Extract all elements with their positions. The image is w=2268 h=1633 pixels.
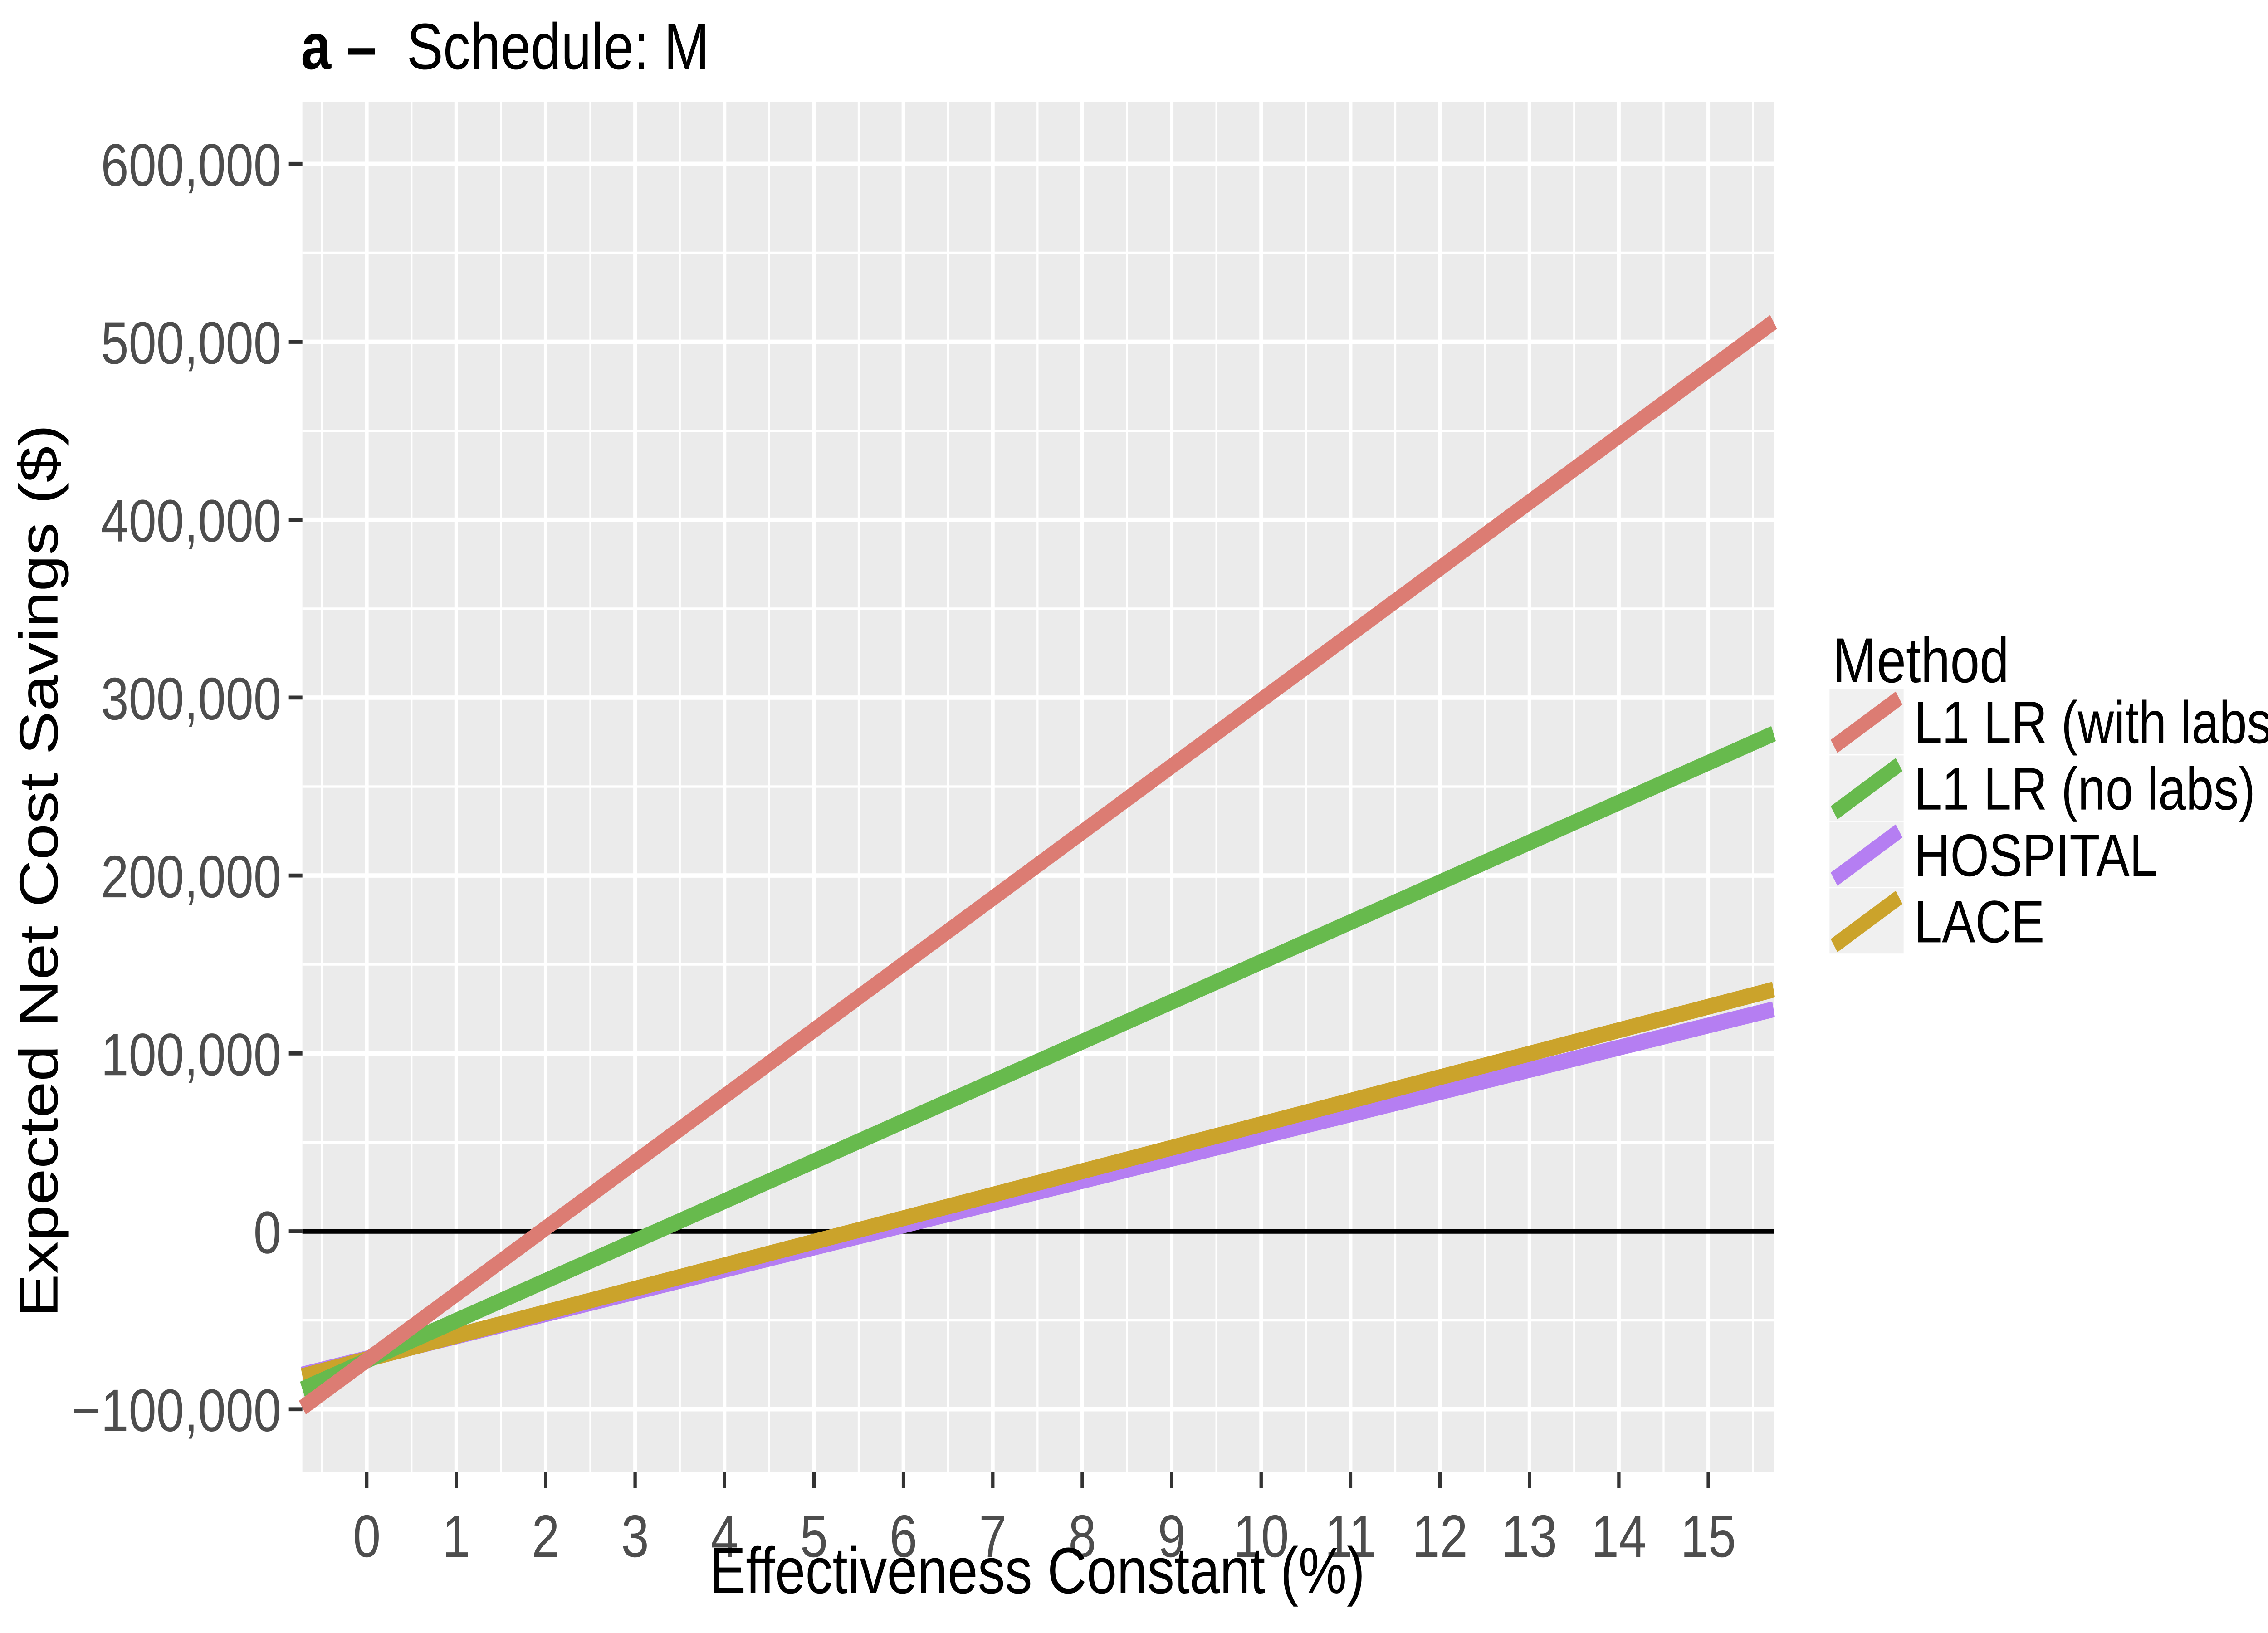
y-tick-label: 400,000	[101, 487, 281, 554]
legend-key-line-hospital	[1830, 824, 1903, 886]
x-tick-label: 11	[1325, 1502, 1376, 1569]
x-tick-label: 8	[1068, 1502, 1096, 1569]
x-tick-label: 6	[890, 1502, 917, 1569]
x-tick-label: 0	[353, 1502, 381, 1569]
legend-key-line-lace	[1830, 890, 1903, 953]
legend-label-hospital: HOSPITAL	[1914, 821, 2157, 889]
x-tick-label: 14	[1591, 1502, 1647, 1569]
x-tick-label: 2	[532, 1502, 559, 1569]
x-tick-label: 15	[1681, 1502, 1736, 1569]
x-tick-label: 7	[979, 1502, 1007, 1569]
x-tick-label: 5	[800, 1502, 828, 1569]
legend-label-l1-lr-with-labs: L1 LR (with labs)	[1914, 689, 2268, 756]
x-tick-label: 9	[1158, 1502, 1186, 1569]
legend-key-line-l1-lr-no-labs	[1830, 758, 1903, 820]
legend: L1 LR (with labs)L1 LR (no labs)HOSPITAL…	[1829, 689, 2268, 955]
y-tick-label: 600,000	[101, 132, 281, 199]
y-tick-label: −100,000	[72, 1377, 281, 1444]
legend-key-line-l1-lr-with-labs	[1830, 691, 1903, 753]
series-line-l1-lr-with-labs	[298, 315, 1777, 1415]
x-axis-title: Effectiveness Constant (%)	[709, 1535, 1365, 1608]
x-tick-label: 3	[621, 1502, 649, 1569]
series-line-l1-lr-no-labs	[300, 726, 1776, 1397]
x-tick-label: 12	[1412, 1502, 1467, 1569]
plot-panel-layer	[302, 102, 1774, 1472]
y-tick-label: 100,000	[101, 1021, 281, 1088]
x-tick-label: 10	[1233, 1502, 1289, 1569]
plot-title-text: Schedule: M	[407, 10, 709, 83]
series-layer	[298, 315, 1777, 1415]
plot-title: a – Schedule: M	[301, 10, 709, 83]
y-tick-label: 200,000	[101, 843, 281, 910]
axes-layer: 0 1 2 3 4 5 6 7 8 9 10 11 12 13 14 15600,000500,000400,…	[72, 132, 1736, 1569]
y-tick-label: 0	[254, 1199, 281, 1266]
x-tick-label: 13	[1502, 1502, 1557, 1569]
y-tick-label: 300,000	[101, 665, 281, 732]
y-tick-label: 500,000	[101, 309, 281, 376]
x-tick-label: 1	[442, 1502, 470, 1569]
x-tick-label: 4	[711, 1502, 738, 1569]
plot-title-panel-letter: a –	[301, 10, 376, 83]
legend-title: Method	[1833, 625, 2009, 696]
legend-label-lace: LACE	[1914, 888, 2044, 955]
legend-label-l1-lr-no-labs: L1 LR (no labs)	[1914, 755, 2255, 822]
series-line-lace	[301, 982, 1775, 1384]
y-axis-title: Expected Net Cost Savings ($)	[9, 425, 69, 1318]
